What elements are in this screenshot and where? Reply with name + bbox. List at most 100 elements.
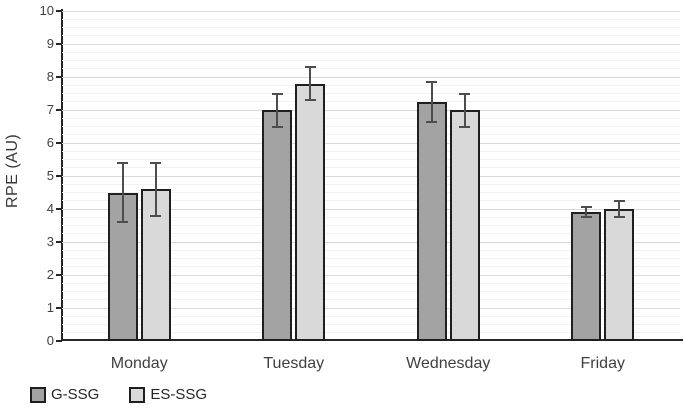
gridline-minor: [62, 134, 680, 136]
legend-item-es-ssg: ES-SSG: [129, 386, 207, 403]
error-bar-line: [463, 93, 466, 127]
gridline-minor: [62, 315, 680, 317]
y-tick-mark: [56, 208, 62, 210]
error-bar-cap: [271, 92, 283, 95]
gridline-minor: [62, 183, 680, 185]
y-tick-mark: [56, 109, 62, 111]
error-bar-cap: [426, 120, 438, 123]
y-tick-label: 10: [39, 3, 54, 18]
x-axis-line: [61, 339, 683, 341]
y-tick-mark: [56, 241, 62, 243]
y-tick-mark: [56, 274, 62, 276]
y-tick-label: 9: [46, 36, 54, 51]
y-tick-label: 4: [46, 201, 54, 216]
y-tick-label: 5: [46, 168, 54, 183]
gridline-minor: [62, 60, 680, 61]
gridline-major: [62, 241, 680, 243]
gridline-minor: [62, 249, 680, 251]
error-bar-line: [585, 207, 588, 218]
gridline-minor: [62, 233, 680, 235]
legend-label: ES-SSG: [150, 386, 208, 403]
y-tick-label: 3: [46, 234, 54, 249]
gridline-minor: [62, 192, 680, 193]
error-bar-line: [121, 162, 124, 223]
gridline-minor: [62, 117, 680, 119]
gridline-minor: [62, 68, 680, 70]
legend-swatch-g-ssg: [30, 386, 46, 403]
error-bar-line: [618, 200, 621, 218]
gridline-major: [62, 307, 680, 309]
y-tick-mark: [56, 43, 62, 45]
gridline-minor: [62, 93, 680, 94]
gridline-minor: [62, 216, 680, 218]
y-tick-label: 2: [46, 267, 54, 282]
gridline-minor: [62, 150, 680, 152]
error-bar-line: [309, 67, 312, 101]
y-tick-label: 0: [46, 333, 54, 348]
error-bar-cap: [426, 80, 438, 83]
error-bar-line: [154, 162, 157, 216]
gridline-minor: [62, 332, 680, 334]
plot-area: [62, 10, 680, 341]
error-bar-cap: [580, 216, 592, 219]
gridline-major: [62, 10, 680, 12]
y-tick-label: 8: [46, 69, 54, 84]
error-bar-cap: [459, 92, 471, 95]
y-axis-line: [61, 9, 63, 341]
gridline-minor: [62, 126, 680, 127]
gridline-minor: [62, 291, 680, 292]
y-tick-label: 1: [46, 300, 54, 315]
gridline-minor: [62, 18, 680, 20]
gridline-minor: [62, 167, 680, 169]
gridline-major: [62, 142, 680, 144]
legend-label: G-SSG: [51, 386, 100, 403]
y-tick-label: 6: [46, 135, 54, 150]
gridline-minor: [62, 225, 680, 226]
gridline-major: [62, 109, 680, 111]
gridline-minor: [62, 35, 680, 37]
gridline-major: [62, 208, 680, 210]
error-bar-line: [276, 93, 279, 127]
error-bar-cap: [613, 216, 625, 219]
gridline-minor: [62, 299, 680, 301]
gridline-minor: [62, 258, 680, 259]
gridline-major: [62, 274, 680, 276]
error-bar-cap: [150, 214, 162, 217]
gridline-minor: [62, 27, 680, 28]
bar-es-ssg-tuesday: [295, 83, 326, 341]
bar-es-ssg-friday: [604, 209, 635, 341]
legend: G-SSG ES-SSG: [30, 386, 207, 403]
gridline-minor: [62, 282, 680, 284]
error-bar-cap: [117, 161, 129, 164]
gridline-minor: [62, 51, 680, 53]
gridline-major: [62, 175, 680, 177]
bar-g-ssg-tuesday: [262, 110, 293, 341]
error-bar-cap: [613, 199, 625, 202]
error-bar-cap: [304, 99, 316, 102]
bar-g-ssg-wednesday: [416, 101, 447, 341]
gridline-minor: [62, 200, 680, 202]
y-tick-mark: [56, 340, 62, 342]
error-bar-cap: [580, 206, 592, 209]
y-tick-mark: [56, 175, 62, 177]
y-tick-mark: [56, 10, 62, 12]
y-tick-mark: [56, 307, 62, 309]
error-bar-cap: [304, 66, 316, 69]
legend-swatch-es-ssg: [129, 386, 146, 403]
y-tick-mark: [56, 76, 62, 78]
gridline-minor: [62, 159, 680, 160]
gridline-minor: [62, 266, 680, 268]
x-category-label-tuesday: Tuesday: [263, 355, 325, 372]
x-category-label-friday: Friday: [580, 355, 625, 372]
gridline-major: [62, 43, 680, 45]
x-category-label-monday: Monday: [110, 355, 168, 372]
legend-item-g-ssg: G-SSG: [30, 386, 99, 403]
error-bar-cap: [150, 161, 162, 164]
y-tick-label: 7: [46, 102, 54, 117]
x-category-label-wednesday: Wednesday: [406, 355, 491, 372]
gridline-minor: [62, 101, 680, 103]
error-bar-cap: [459, 125, 471, 128]
y-tick-mark: [56, 142, 62, 144]
error-bar-line: [430, 81, 433, 122]
gridline-major: [62, 76, 680, 78]
